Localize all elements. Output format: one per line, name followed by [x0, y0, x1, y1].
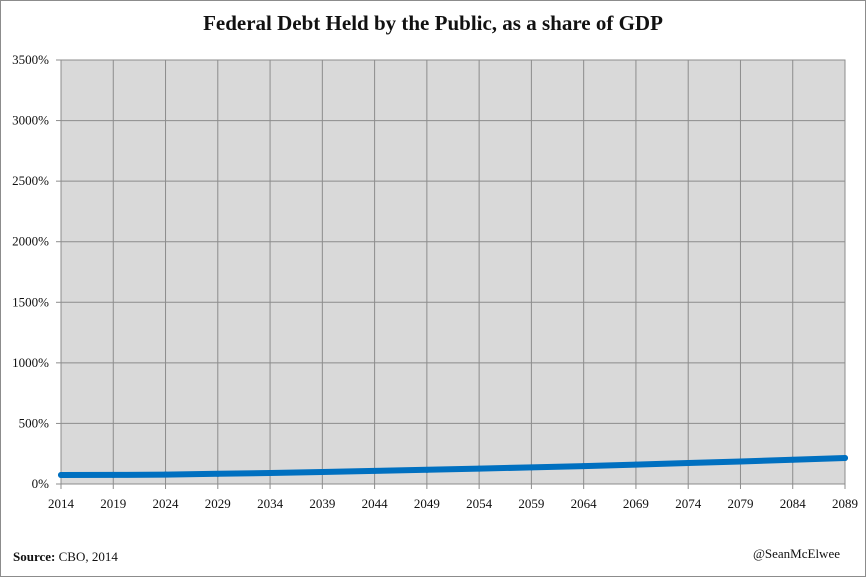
- data-point: [162, 471, 169, 478]
- y-tick-label: 3500%: [12, 52, 49, 67]
- data-point: [528, 464, 535, 471]
- y-tick-label: 1500%: [12, 294, 49, 309]
- y-tick-label: 2500%: [12, 173, 49, 188]
- y-tick-label: 0%: [32, 476, 50, 491]
- data-point: [371, 467, 378, 474]
- data-point: [58, 472, 64, 479]
- data-point: [842, 454, 848, 461]
- x-tick-label: 2074: [675, 496, 702, 511]
- data-point: [685, 460, 692, 467]
- plot-area: [60, 59, 846, 485]
- data-point: [423, 466, 430, 473]
- x-tick-label: 2064: [571, 496, 598, 511]
- x-tick-label: 2084: [780, 496, 807, 511]
- gridlines: [61, 59, 845, 484]
- data-point: [110, 471, 117, 478]
- x-tick-label: 2059: [518, 496, 544, 511]
- y-tick-label: 1000%: [12, 355, 49, 370]
- source-text: CBO, 2014: [58, 549, 118, 564]
- data-point: [789, 456, 796, 463]
- y-tick-label: 500%: [19, 415, 50, 430]
- x-tick-label: 2049: [414, 496, 440, 511]
- y-tick-label: 2000%: [12, 234, 49, 249]
- x-tick-label: 2039: [309, 496, 335, 511]
- x-tick-label: 2089: [832, 496, 858, 511]
- data-point: [319, 469, 326, 476]
- x-tick-label: 2044: [362, 496, 389, 511]
- x-tick-label: 2024: [153, 496, 180, 511]
- data-point: [737, 458, 744, 465]
- x-tick-label: 2079: [727, 496, 753, 511]
- x-tick-label: 2014: [48, 496, 75, 511]
- data-point: [476, 465, 483, 472]
- x-tick-label: 2034: [257, 496, 284, 511]
- data-point: [267, 469, 274, 476]
- y-tick-label: 3000%: [12, 113, 49, 128]
- axes: 0% 500% 1000% 1500% 2000% 2500% 3000% 3500% 2014…: [12, 52, 858, 511]
- series-line: [58, 455, 848, 478]
- data-point: [632, 461, 639, 468]
- data-point: [580, 463, 587, 470]
- author-credit: @SeanMcElwee: [752, 546, 840, 561]
- source-note: Source: CBO, 2014: [13, 549, 118, 565]
- x-tick-label: 2069: [623, 496, 649, 511]
- x-tick-label: 2029: [205, 496, 231, 511]
- x-tick-label: 2019: [100, 496, 126, 511]
- series-layer: [58, 454, 848, 479]
- x-tick-label: 2054: [466, 496, 493, 511]
- data-point: [214, 470, 221, 477]
- source-label: Source:: [13, 549, 56, 564]
- chart-title: Federal Debt Held by the Public, as a sh…: [203, 11, 663, 35]
